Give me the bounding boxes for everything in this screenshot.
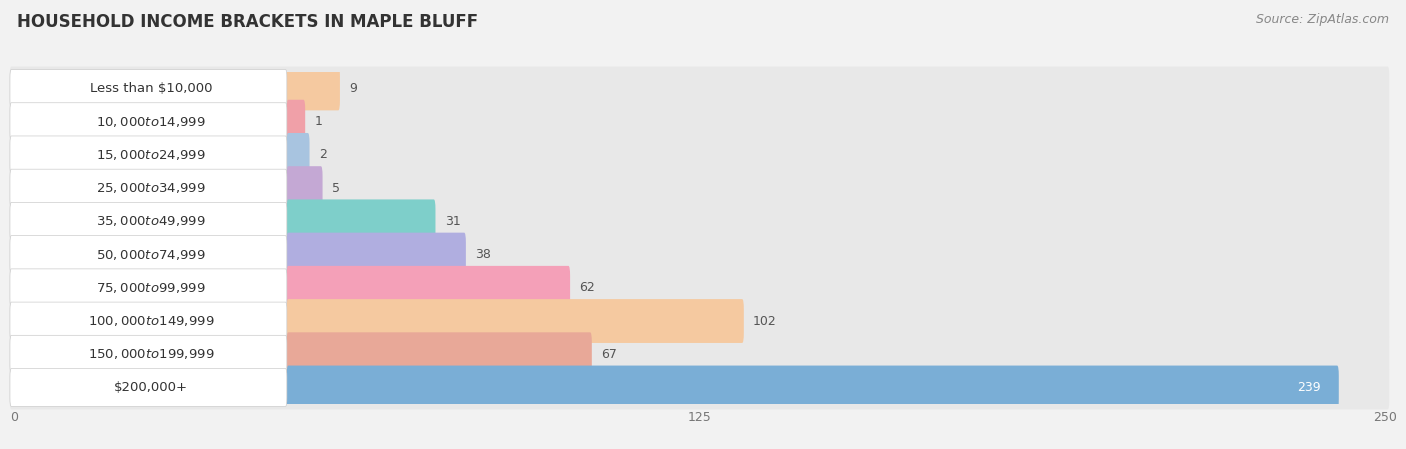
- FancyBboxPatch shape: [287, 66, 340, 110]
- Text: $15,000 to $24,999: $15,000 to $24,999: [96, 148, 207, 162]
- FancyBboxPatch shape: [10, 233, 1389, 277]
- Text: Source: ZipAtlas.com: Source: ZipAtlas.com: [1256, 13, 1389, 26]
- Text: $10,000 to $14,999: $10,000 to $14,999: [96, 114, 207, 129]
- FancyBboxPatch shape: [10, 66, 1389, 110]
- FancyBboxPatch shape: [287, 199, 436, 243]
- Text: 2: 2: [319, 149, 326, 161]
- Text: Less than $10,000: Less than $10,000: [90, 82, 212, 95]
- Text: HOUSEHOLD INCOME BRACKETS IN MAPLE BLUFF: HOUSEHOLD INCOME BRACKETS IN MAPLE BLUFF: [17, 13, 478, 31]
- FancyBboxPatch shape: [287, 266, 569, 310]
- Text: 62: 62: [579, 282, 595, 294]
- FancyBboxPatch shape: [10, 70, 287, 107]
- FancyBboxPatch shape: [287, 365, 1339, 409]
- FancyBboxPatch shape: [10, 369, 287, 406]
- FancyBboxPatch shape: [287, 299, 744, 343]
- FancyBboxPatch shape: [10, 266, 1389, 310]
- Text: 67: 67: [602, 348, 617, 361]
- Text: $50,000 to $74,999: $50,000 to $74,999: [96, 247, 207, 262]
- Text: $25,000 to $34,999: $25,000 to $34,999: [96, 181, 207, 195]
- FancyBboxPatch shape: [10, 332, 1389, 376]
- Text: 31: 31: [444, 215, 461, 228]
- FancyBboxPatch shape: [287, 233, 465, 277]
- FancyBboxPatch shape: [10, 166, 1389, 210]
- Text: 102: 102: [754, 315, 778, 327]
- Text: $35,000 to $49,999: $35,000 to $49,999: [96, 214, 207, 229]
- FancyBboxPatch shape: [287, 100, 305, 144]
- FancyBboxPatch shape: [10, 365, 1389, 409]
- FancyBboxPatch shape: [287, 332, 592, 376]
- FancyBboxPatch shape: [10, 169, 287, 207]
- Text: 38: 38: [475, 248, 491, 261]
- FancyBboxPatch shape: [10, 236, 287, 273]
- FancyBboxPatch shape: [10, 202, 287, 240]
- FancyBboxPatch shape: [10, 133, 1389, 177]
- FancyBboxPatch shape: [10, 103, 287, 141]
- FancyBboxPatch shape: [10, 299, 1389, 343]
- FancyBboxPatch shape: [10, 302, 287, 340]
- Text: $150,000 to $199,999: $150,000 to $199,999: [89, 347, 214, 361]
- FancyBboxPatch shape: [287, 133, 309, 177]
- Text: 9: 9: [349, 82, 357, 95]
- Text: $200,000+: $200,000+: [114, 381, 188, 394]
- FancyBboxPatch shape: [287, 166, 322, 210]
- Text: $100,000 to $149,999: $100,000 to $149,999: [89, 314, 214, 328]
- Text: 5: 5: [332, 182, 340, 194]
- Text: 1: 1: [315, 115, 322, 128]
- FancyBboxPatch shape: [10, 100, 1389, 144]
- FancyBboxPatch shape: [10, 335, 287, 373]
- FancyBboxPatch shape: [10, 269, 287, 307]
- Text: 239: 239: [1298, 381, 1320, 394]
- FancyBboxPatch shape: [10, 199, 1389, 243]
- FancyBboxPatch shape: [10, 136, 287, 174]
- Text: $75,000 to $99,999: $75,000 to $99,999: [96, 281, 207, 295]
